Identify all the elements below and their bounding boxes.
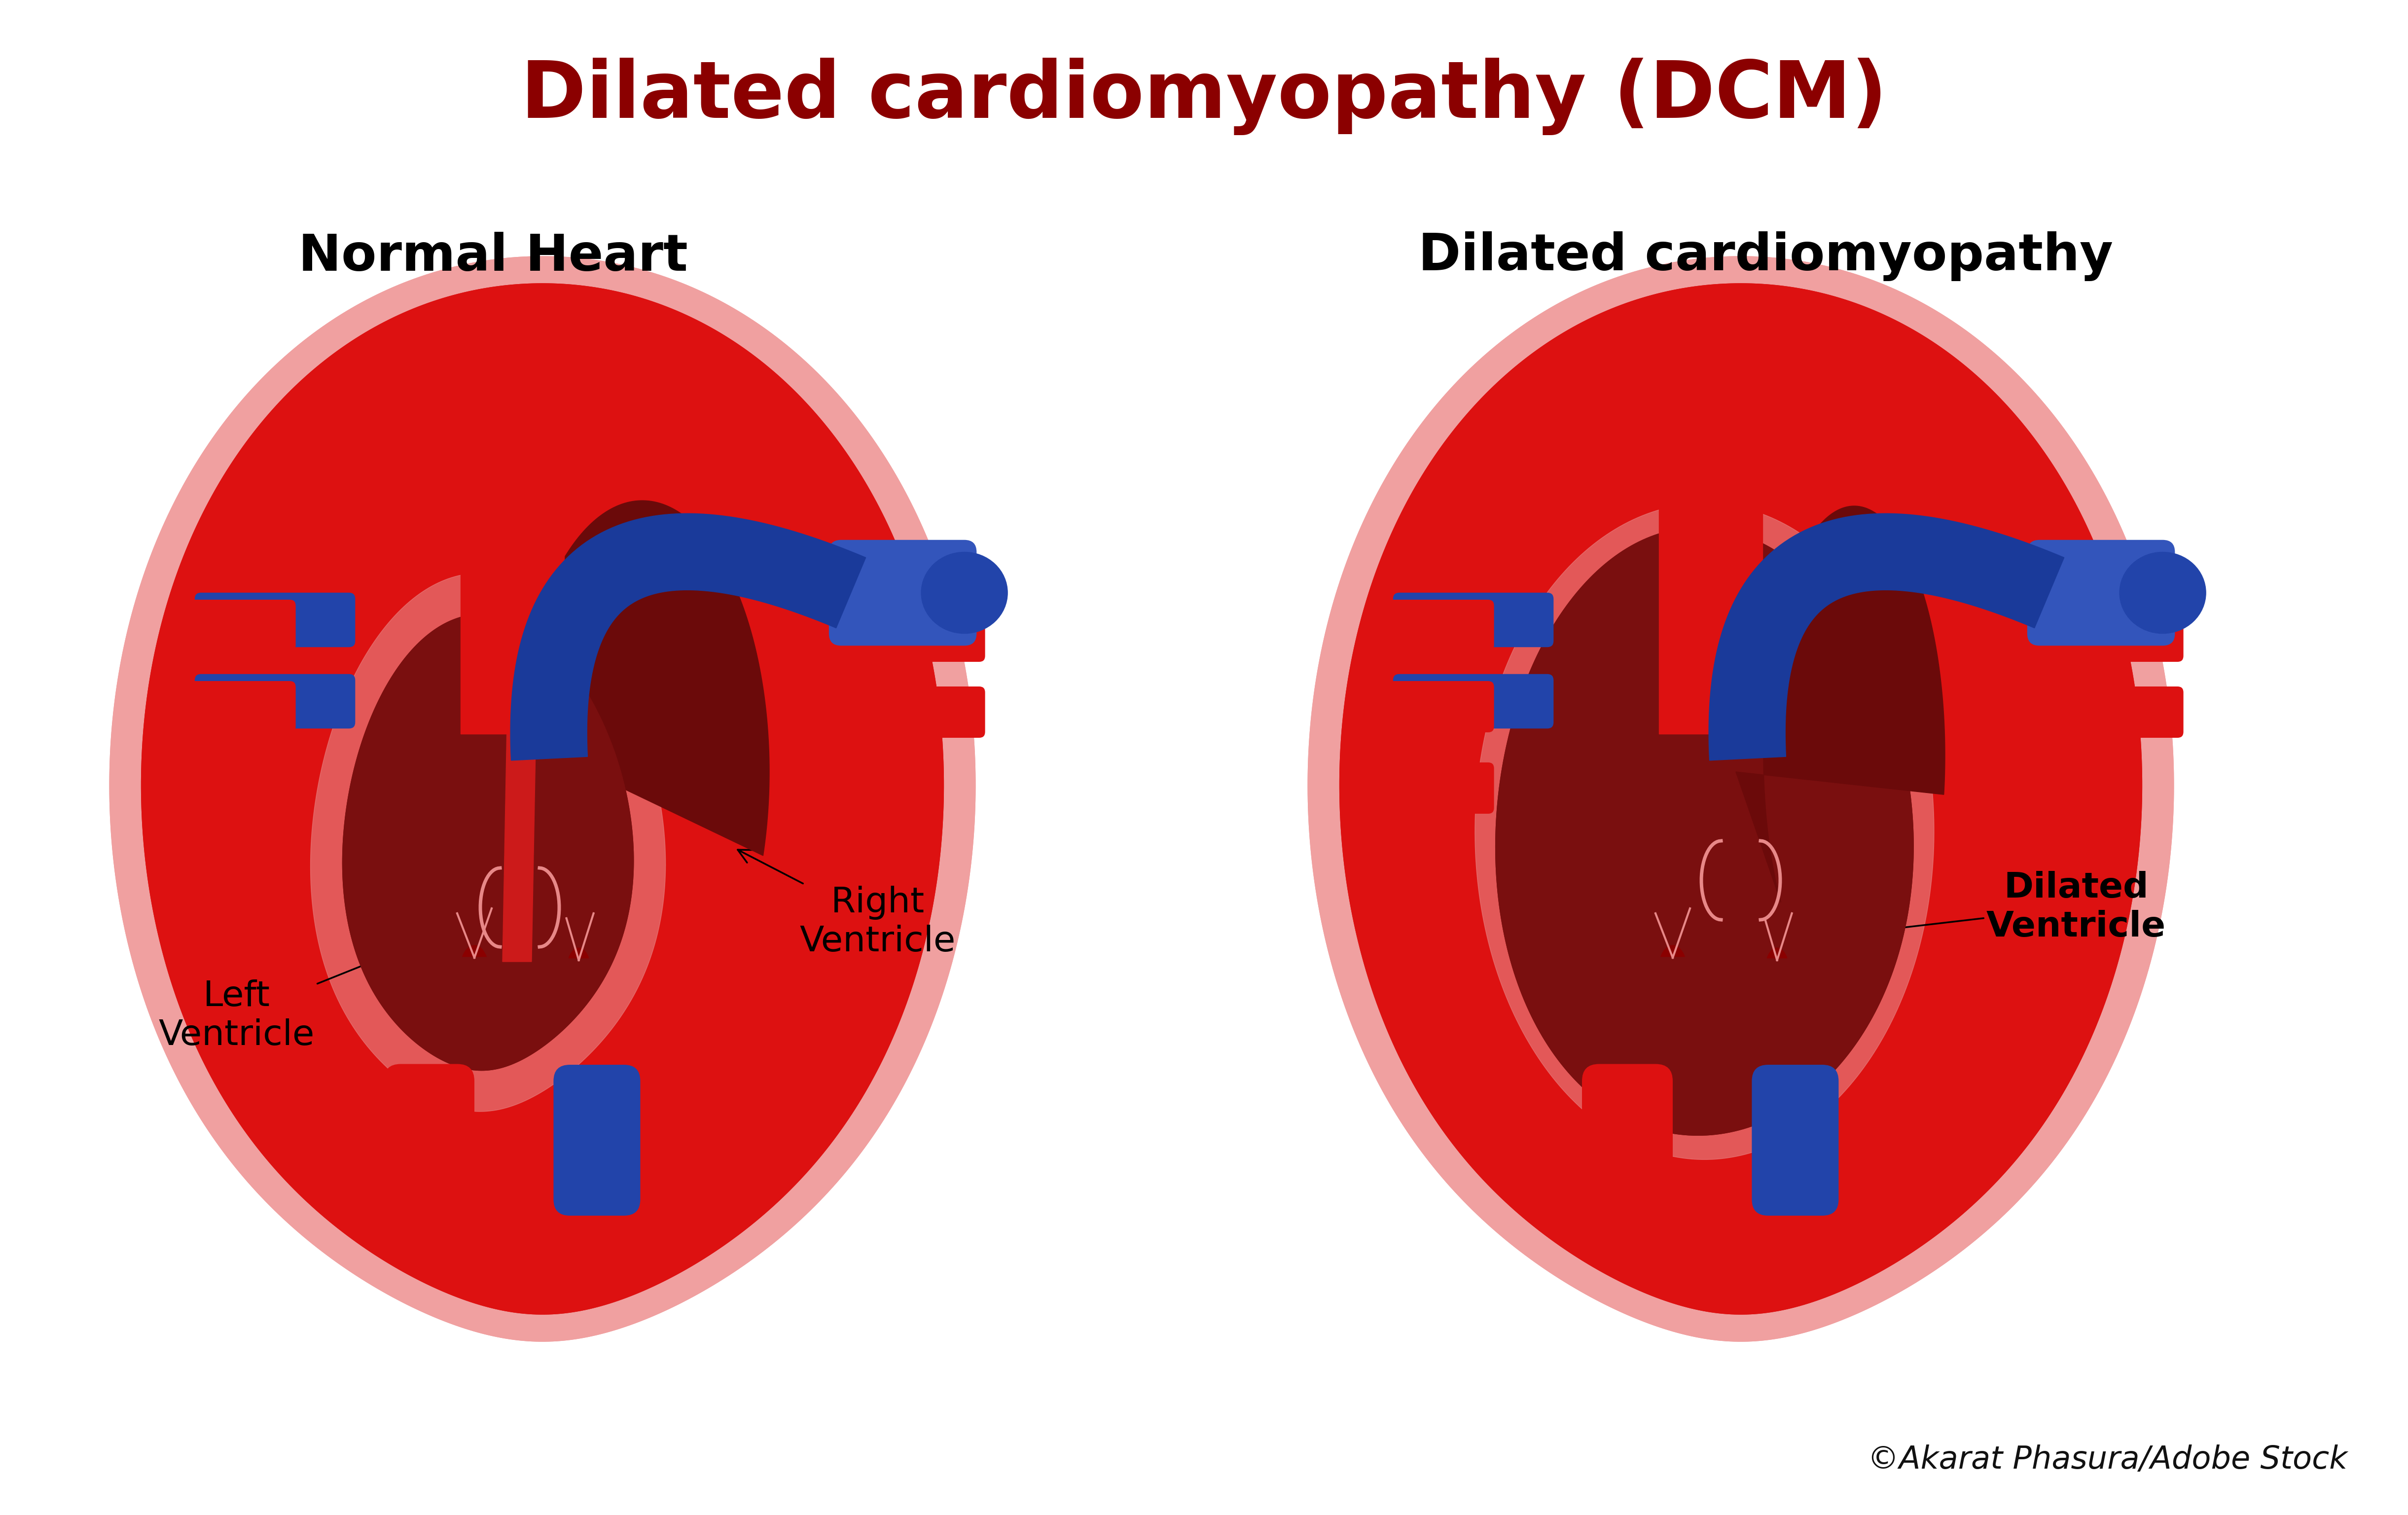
Polygon shape bbox=[311, 573, 665, 1112]
FancyBboxPatch shape bbox=[195, 592, 356, 647]
Polygon shape bbox=[1339, 283, 2141, 1315]
Polygon shape bbox=[342, 614, 633, 1071]
Text: Right
Ventricle: Right Ventricle bbox=[737, 850, 956, 959]
Polygon shape bbox=[503, 571, 539, 962]
FancyBboxPatch shape bbox=[845, 611, 985, 662]
FancyBboxPatch shape bbox=[1637, 347, 1705, 465]
Ellipse shape bbox=[460, 379, 563, 438]
FancyBboxPatch shape bbox=[1385, 762, 1493, 814]
Ellipse shape bbox=[1659, 379, 1763, 438]
FancyBboxPatch shape bbox=[1753, 1065, 1840, 1215]
FancyBboxPatch shape bbox=[1385, 682, 1493, 732]
Text: Left
Ventricle: Left Ventricle bbox=[159, 936, 431, 1053]
Polygon shape bbox=[460, 409, 563, 733]
Polygon shape bbox=[1495, 527, 1914, 1135]
FancyBboxPatch shape bbox=[1385, 600, 1493, 651]
FancyBboxPatch shape bbox=[438, 347, 506, 465]
Ellipse shape bbox=[2119, 551, 2206, 633]
Polygon shape bbox=[462, 945, 486, 956]
Polygon shape bbox=[474, 500, 768, 964]
Polygon shape bbox=[510, 514, 867, 761]
Ellipse shape bbox=[922, 551, 1007, 633]
FancyBboxPatch shape bbox=[1394, 674, 1553, 729]
FancyBboxPatch shape bbox=[1394, 592, 1553, 647]
FancyBboxPatch shape bbox=[1717, 367, 1784, 476]
FancyBboxPatch shape bbox=[383, 1064, 474, 1226]
Text: Normal Heart: Normal Heart bbox=[299, 232, 689, 282]
Polygon shape bbox=[1767, 948, 1787, 957]
Polygon shape bbox=[1659, 409, 1763, 733]
Polygon shape bbox=[1710, 514, 2064, 761]
Polygon shape bbox=[1308, 256, 2174, 1341]
Polygon shape bbox=[142, 283, 944, 1315]
FancyBboxPatch shape bbox=[2044, 611, 2184, 662]
Text: Dilated cardiomyopathy: Dilated cardiomyopathy bbox=[1418, 232, 2112, 282]
Polygon shape bbox=[1339, 283, 2141, 1315]
Polygon shape bbox=[342, 614, 633, 1071]
Text: ©Akarat Phasura/Adobe Stock: ©Akarat Phasura/Adobe Stock bbox=[1866, 1444, 2348, 1476]
FancyBboxPatch shape bbox=[479, 356, 547, 465]
Text: Dilated
Ventricle: Dilated Ventricle bbox=[1866, 871, 2165, 944]
Polygon shape bbox=[1495, 527, 1914, 1135]
FancyBboxPatch shape bbox=[845, 686, 985, 738]
FancyBboxPatch shape bbox=[554, 1065, 641, 1215]
Polygon shape bbox=[1308, 256, 2174, 1341]
FancyBboxPatch shape bbox=[1582, 1064, 1674, 1226]
FancyBboxPatch shape bbox=[518, 367, 585, 476]
Polygon shape bbox=[1662, 945, 1686, 956]
FancyBboxPatch shape bbox=[195, 674, 356, 729]
FancyBboxPatch shape bbox=[185, 762, 296, 814]
FancyBboxPatch shape bbox=[185, 682, 296, 732]
Polygon shape bbox=[111, 256, 975, 1341]
FancyBboxPatch shape bbox=[828, 539, 978, 645]
FancyBboxPatch shape bbox=[185, 600, 296, 651]
Polygon shape bbox=[111, 256, 975, 1341]
Text: Dilated cardiomyopathy (DCM): Dilated cardiomyopathy (DCM) bbox=[520, 58, 1888, 135]
FancyBboxPatch shape bbox=[1676, 356, 1743, 465]
Polygon shape bbox=[1736, 506, 1946, 903]
Polygon shape bbox=[142, 283, 944, 1315]
Polygon shape bbox=[568, 948, 588, 957]
FancyBboxPatch shape bbox=[2028, 539, 2174, 645]
Polygon shape bbox=[1476, 503, 1934, 1159]
FancyBboxPatch shape bbox=[2044, 686, 2184, 738]
